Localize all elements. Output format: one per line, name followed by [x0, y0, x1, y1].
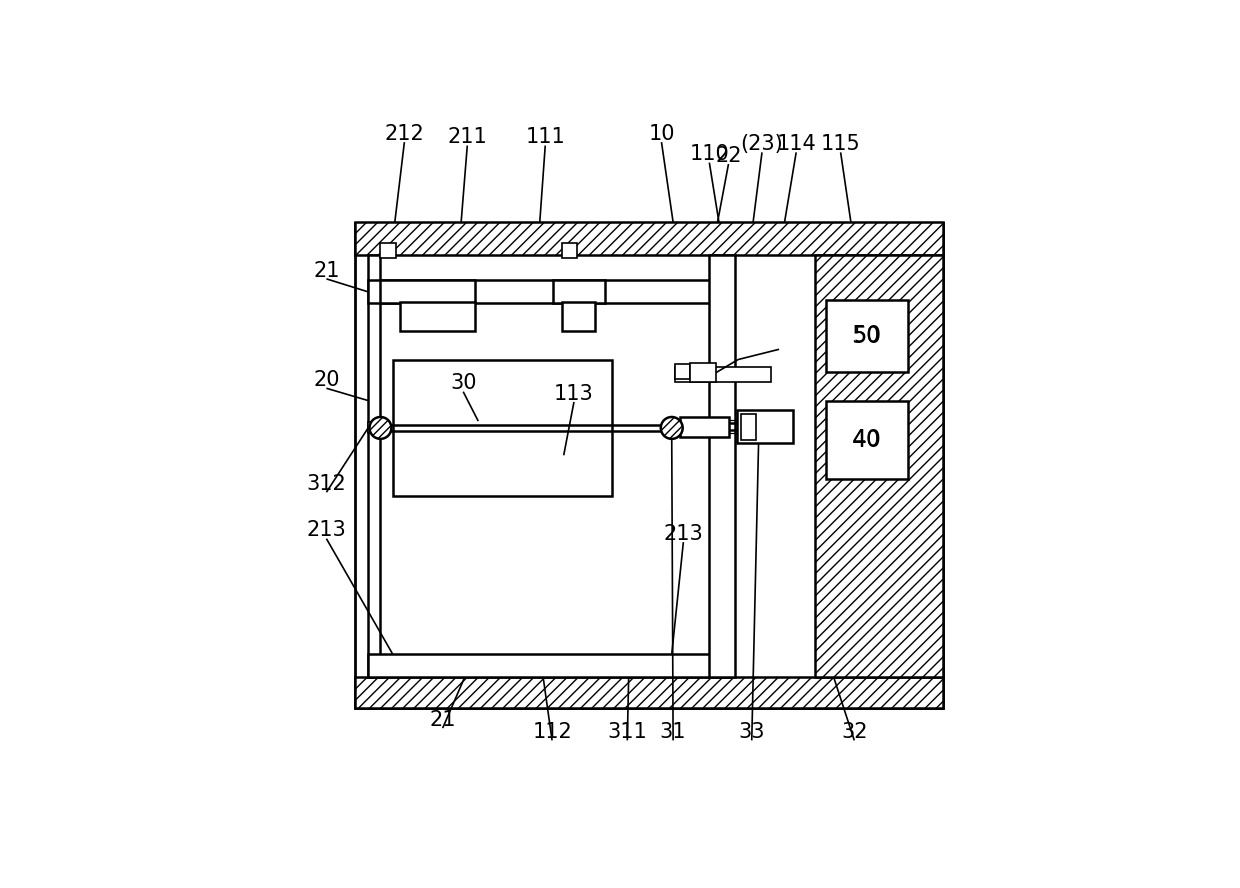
Circle shape: [370, 417, 392, 439]
Text: 110: 110: [689, 145, 729, 164]
Bar: [553, 281, 605, 304]
Text: 112: 112: [532, 722, 572, 742]
Bar: [826, 400, 908, 480]
Text: 33: 33: [739, 722, 765, 742]
Text: (23): (23): [740, 134, 784, 155]
Text: 20: 20: [314, 370, 340, 390]
Bar: [562, 302, 595, 331]
Text: 50: 50: [853, 326, 880, 345]
Bar: [381, 242, 396, 258]
Bar: [368, 654, 732, 678]
Text: 213: 213: [663, 524, 703, 544]
Bar: [368, 423, 381, 432]
Bar: [709, 255, 735, 678]
Bar: [740, 414, 756, 440]
Text: 115: 115: [821, 134, 861, 155]
Text: 211: 211: [448, 127, 487, 147]
Text: 113: 113: [554, 384, 594, 404]
Bar: [355, 223, 944, 709]
Text: 114: 114: [776, 134, 816, 155]
Bar: [355, 222, 944, 255]
Circle shape: [661, 417, 683, 439]
Text: 32: 32: [841, 722, 868, 742]
Bar: [675, 364, 691, 378]
Text: 213: 213: [306, 520, 346, 541]
Bar: [737, 410, 792, 443]
Bar: [691, 363, 717, 382]
Bar: [381, 281, 475, 304]
Bar: [562, 242, 578, 258]
Bar: [393, 360, 611, 496]
Bar: [368, 281, 732, 304]
Text: 312: 312: [306, 474, 346, 494]
Text: 40: 40: [853, 430, 880, 449]
Bar: [675, 367, 771, 382]
Text: 212: 212: [384, 124, 424, 144]
Text: 21: 21: [314, 261, 340, 281]
Text: 40: 40: [852, 428, 882, 452]
Text: 31: 31: [660, 722, 687, 742]
Text: 311: 311: [608, 722, 647, 742]
Bar: [815, 255, 944, 678]
Text: 21: 21: [429, 710, 456, 730]
Text: 111: 111: [526, 127, 565, 147]
Text: 30: 30: [450, 374, 476, 393]
Bar: [680, 417, 729, 438]
Text: 22: 22: [715, 146, 742, 166]
Bar: [368, 255, 381, 678]
Bar: [826, 300, 908, 372]
Bar: [399, 302, 475, 331]
Text: 10: 10: [649, 124, 675, 144]
Bar: [355, 678, 944, 709]
Text: 50: 50: [852, 324, 882, 348]
